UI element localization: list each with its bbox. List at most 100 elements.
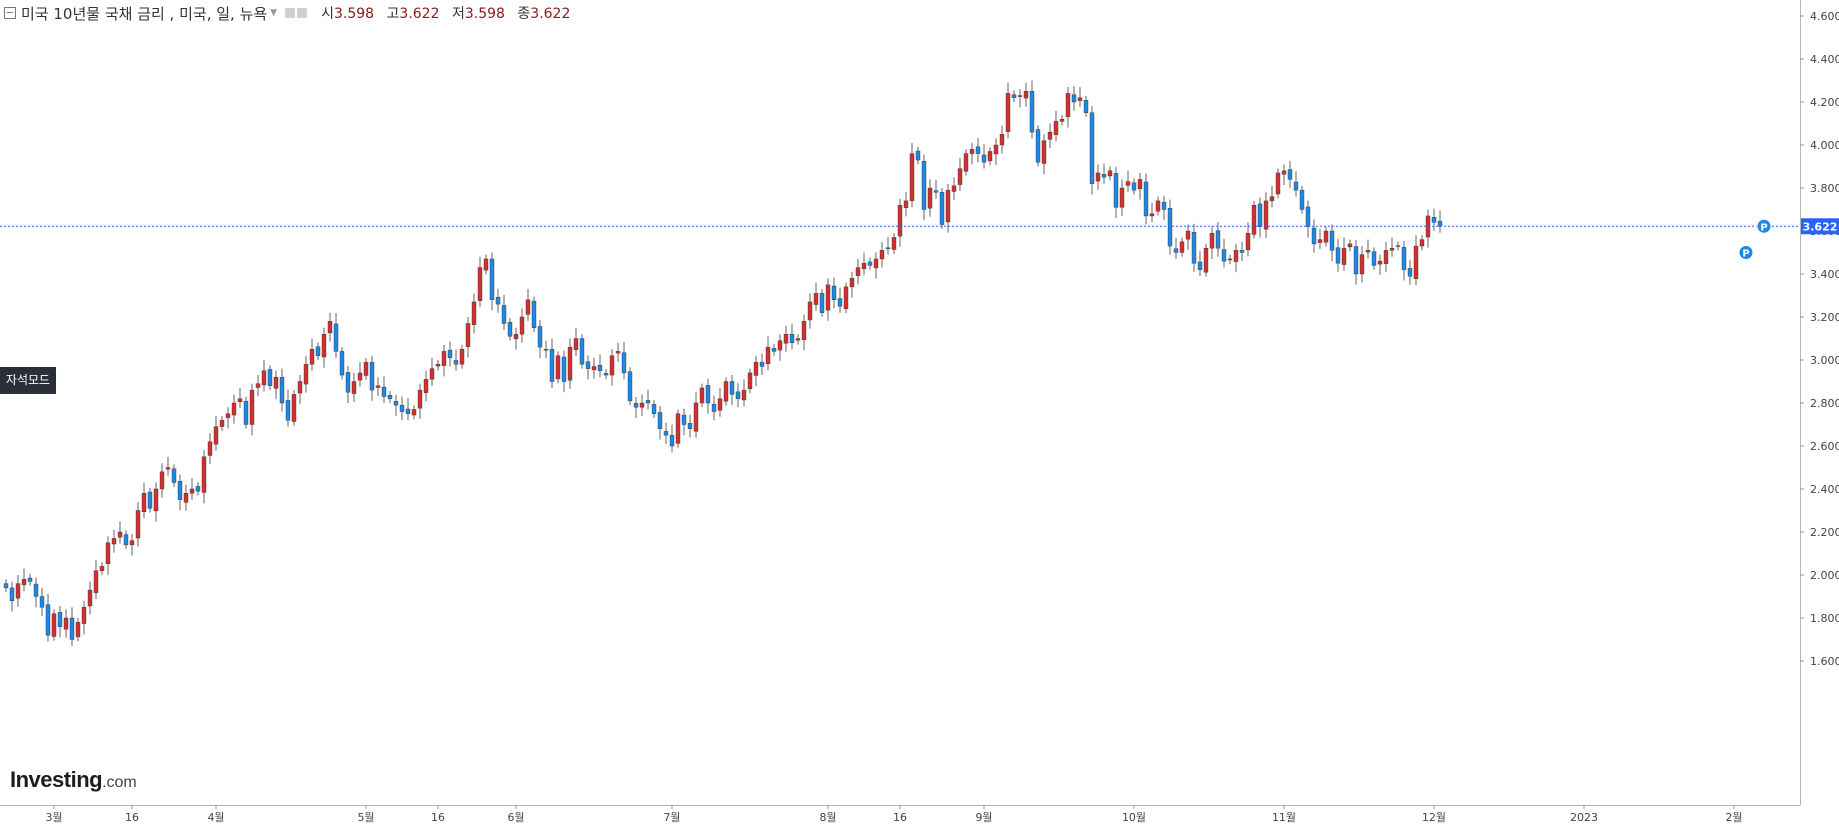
candle-body: [1017, 95, 1023, 97]
candle-body: [819, 293, 825, 313]
candle-body: [567, 346, 573, 381]
candle-body: [201, 456, 207, 493]
candle-body: [327, 321, 333, 334]
x-tick-label: 8월: [819, 811, 836, 824]
candle-body: [171, 468, 177, 483]
candle-body: [741, 389, 747, 401]
last-price-tag: [1801, 218, 1839, 235]
candle-body: [717, 398, 723, 411]
candle-body: [1293, 181, 1299, 191]
candle-body: [525, 299, 531, 315]
candle-body: [1287, 169, 1293, 180]
candle-body: [1209, 232, 1215, 249]
candle-body: [1329, 230, 1335, 251]
open-value: 3.598: [333, 6, 375, 22]
candle-body: [915, 150, 921, 161]
candle-body: [1419, 239, 1425, 247]
y-tick-label: 2.200: [1810, 526, 1839, 539]
candle-body: [699, 387, 705, 404]
candle-body: [1239, 250, 1245, 253]
candle-body: [393, 401, 399, 406]
low-label: 저: [451, 6, 465, 22]
candle-body: [1197, 261, 1203, 270]
candle-body: [1263, 200, 1269, 230]
candle-body: [753, 361, 759, 376]
candle-body: [1101, 174, 1107, 178]
candle-body: [315, 346, 321, 356]
candle-body: [1233, 250, 1239, 262]
candle-body: [111, 538, 117, 545]
chart-header: 미국 10년물 국채 금리 , 미국, 일, 뉴욕 ▼ 시3.598 고3.62…: [0, 0, 578, 26]
candle-body: [117, 531, 123, 538]
candle-body: [747, 372, 753, 390]
visibility-icon[interactable]: [297, 8, 308, 18]
candle-body: [1215, 230, 1221, 249]
candle-body: [765, 346, 771, 365]
settings-icon[interactable]: [285, 8, 296, 18]
candle-body: [1203, 247, 1209, 273]
candle-body: [849, 278, 855, 288]
candle-body: [939, 192, 945, 225]
candle-body: [465, 323, 471, 347]
candle-body: [897, 204, 903, 237]
candle-body: [1059, 118, 1065, 122]
candle-body: [45, 604, 51, 636]
candle-body: [15, 583, 21, 599]
magnet-mode-button[interactable]: 자석모드: [0, 367, 56, 394]
dropdown-caret-icon[interactable]: ▼: [270, 8, 278, 18]
candle-body: [777, 340, 783, 351]
candle-body: [39, 596, 45, 608]
candle-body: [303, 364, 309, 385]
candle-body: [591, 366, 597, 371]
chart-title[interactable]: 미국 10년물 국채 금리 , 미국, 일, 뉴욕: [21, 4, 268, 23]
candle-body: [759, 361, 765, 367]
candle-body: [549, 349, 555, 382]
candle-body: [657, 412, 663, 429]
candle-body: [1401, 247, 1407, 270]
candle-body: [429, 368, 435, 380]
candle-body: [1161, 201, 1167, 210]
marker-icon: [1756, 218, 1772, 234]
candle-body: [1047, 131, 1053, 140]
x-tick-label: 9월: [975, 811, 992, 824]
candle-body: [1305, 206, 1311, 227]
y-tick-label: 3.200: [1810, 311, 1839, 324]
candle-body: [309, 349, 315, 365]
collapse-icon[interactable]: [4, 7, 16, 19]
candle-body: [609, 355, 615, 376]
candle-body: [1383, 250, 1389, 264]
candle-body: [189, 488, 195, 494]
candle-body: [513, 334, 519, 340]
candle-body: [159, 471, 165, 490]
candle-body: [561, 356, 567, 382]
candle-body: [1245, 232, 1251, 251]
candle-body: [531, 300, 537, 328]
candle-body: [1359, 254, 1365, 275]
y-tick-label: 4.000: [1810, 139, 1839, 152]
candle-body: [573, 338, 579, 350]
candle-body: [147, 491, 153, 509]
candle-body: [1377, 260, 1383, 265]
candle-body: [99, 566, 105, 571]
candle-body: [1119, 187, 1125, 208]
candle-body: [945, 189, 951, 223]
last-price-label: 3.622: [1803, 220, 1838, 233]
candle-body: [1029, 91, 1035, 133]
candle-body: [1269, 196, 1275, 202]
candle-body: [723, 381, 729, 402]
candle-body: [669, 435, 675, 447]
candle-body: [81, 607, 87, 624]
y-tick-label: 3.400: [1810, 268, 1839, 281]
candle-body: [477, 267, 483, 301]
candle-body: [1131, 182, 1137, 191]
candle-body: [363, 361, 369, 376]
candle-body: [411, 409, 417, 416]
candle-body: [1089, 112, 1095, 184]
candle-body: [1035, 129, 1041, 163]
candle-body: [123, 534, 129, 546]
candle-body: [87, 589, 93, 607]
candle-body: [57, 612, 63, 627]
candle-body: [1041, 140, 1047, 164]
close-label: 종: [517, 6, 531, 22]
